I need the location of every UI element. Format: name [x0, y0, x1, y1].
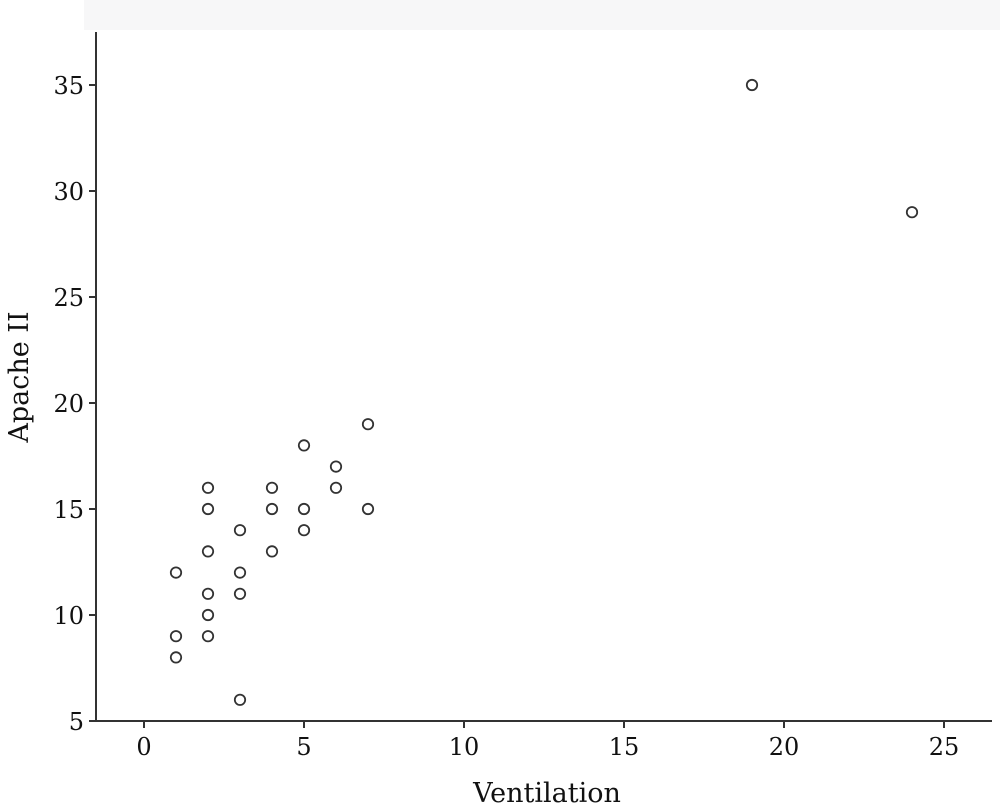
- x-tick-label: 20: [769, 733, 800, 761]
- header-band: [84, 0, 1000, 30]
- data-point: [201, 587, 215, 600]
- data-point: [201, 481, 215, 494]
- data-point: [201, 545, 215, 558]
- data-point: [265, 481, 279, 494]
- data-point: [169, 651, 183, 664]
- data-point: [265, 502, 279, 516]
- axes: [95, 32, 992, 722]
- data-point: [297, 524, 311, 537]
- data-point: [201, 630, 215, 643]
- data-point: [233, 566, 247, 579]
- data-point: [233, 693, 247, 706]
- x-tick-label: 5: [296, 733, 311, 761]
- x-axis-title: Ventilation: [472, 778, 621, 809]
- x-tick-label: 25: [929, 733, 960, 761]
- x-tick-label: 10: [449, 733, 480, 761]
- data-point: [233, 524, 247, 537]
- y-tick-label: 35: [53, 72, 84, 100]
- data-point: [329, 481, 343, 494]
- data-point: [745, 78, 759, 92]
- y-tick-label: 20: [53, 390, 84, 418]
- data-point: [297, 439, 311, 452]
- x-tick-label: 0: [136, 733, 151, 761]
- data-point: [361, 502, 375, 516]
- data-point: [201, 502, 215, 516]
- data-points: [169, 78, 919, 706]
- data-point: [169, 630, 183, 643]
- y-axis-ticks: 5 10 15 20 25 30 35: [53, 72, 96, 736]
- data-point: [329, 460, 343, 473]
- y-tick-label: 25: [53, 284, 84, 312]
- y-tick-label: 5: [69, 708, 84, 736]
- y-tick-label: 30: [53, 178, 84, 206]
- y-tick-label: 10: [53, 602, 84, 630]
- data-point: [297, 502, 311, 516]
- y-tick-label: 15: [53, 496, 84, 524]
- y-axis-title: Apache II: [4, 311, 35, 443]
- data-point: [233, 587, 247, 600]
- data-point: [169, 566, 183, 579]
- data-point: [265, 545, 279, 558]
- data-point: [905, 206, 919, 219]
- data-point: [201, 608, 215, 622]
- data-point: [361, 418, 375, 431]
- x-tick-label: 15: [609, 733, 640, 761]
- x-axis-ticks: 0 5 10 15 20 25: [136, 721, 959, 761]
